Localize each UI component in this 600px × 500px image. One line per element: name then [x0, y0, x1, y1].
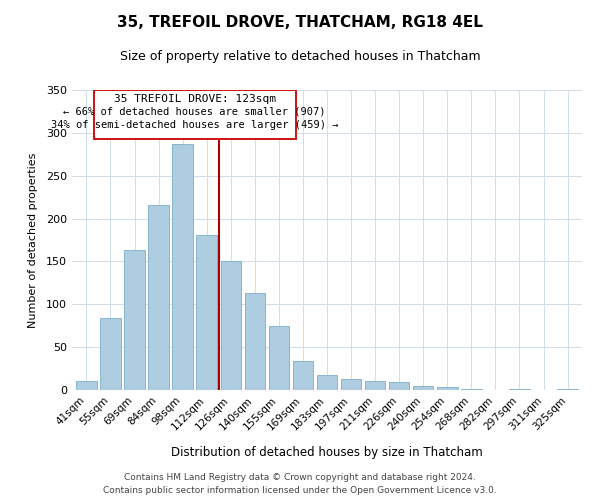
Text: Contains public sector information licensed under the Open Government Licence v3: Contains public sector information licen…	[103, 486, 497, 495]
Bar	[317, 374, 337, 390]
Text: 34% of semi-detached houses are larger (459) →: 34% of semi-detached houses are larger (…	[51, 120, 338, 130]
Text: ← 66% of detached houses are smaller (907): ← 66% of detached houses are smaller (90…	[64, 106, 326, 117]
Bar	[293, 361, 313, 390]
Bar	[389, 382, 409, 390]
X-axis label: Distribution of detached houses by size in Thatcham: Distribution of detached houses by size …	[171, 446, 483, 458]
Bar	[172, 144, 193, 390]
Text: 35 TREFOIL DROVE: 123sqm: 35 TREFOIL DROVE: 123sqm	[113, 94, 275, 104]
Bar	[269, 326, 289, 390]
Text: Contains HM Land Registry data © Crown copyright and database right 2024.: Contains HM Land Registry data © Crown c…	[124, 474, 476, 482]
Bar	[557, 389, 578, 390]
Bar	[76, 380, 97, 390]
FancyBboxPatch shape	[94, 90, 296, 139]
Bar	[196, 235, 217, 390]
Text: Size of property relative to detached houses in Thatcham: Size of property relative to detached ho…	[119, 50, 481, 63]
Bar	[124, 250, 145, 390]
Bar	[221, 262, 241, 390]
Bar	[148, 205, 169, 390]
Bar	[413, 386, 433, 390]
Bar	[100, 318, 121, 390]
Text: 35, TREFOIL DROVE, THATCHAM, RG18 4EL: 35, TREFOIL DROVE, THATCHAM, RG18 4EL	[117, 15, 483, 30]
Y-axis label: Number of detached properties: Number of detached properties	[28, 152, 38, 328]
Bar	[245, 293, 265, 390]
Bar	[365, 380, 385, 390]
Bar	[461, 389, 482, 390]
Bar	[437, 388, 458, 390]
Bar	[509, 389, 530, 390]
Bar	[341, 379, 361, 390]
